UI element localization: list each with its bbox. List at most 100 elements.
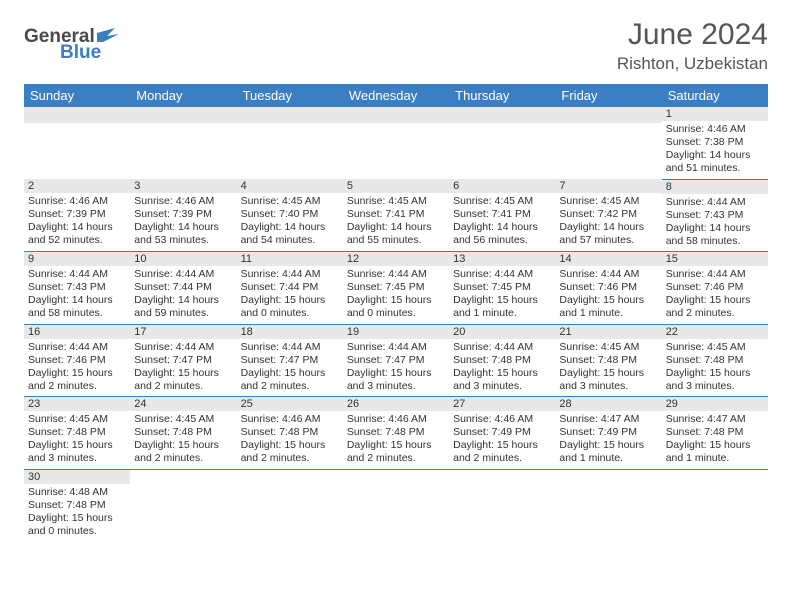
calendar-day-cell: 3Sunrise: 4:46 AMSunset: 7:39 PMDaylight… <box>130 179 236 252</box>
day-number: 17 <box>130 325 236 339</box>
day-content: Sunrise: 4:47 AMSunset: 7:49 PMDaylight:… <box>555 411 661 469</box>
daylight-text: Daylight: 15 hours and 2 minutes. <box>134 367 232 393</box>
day-number: 15 <box>662 252 768 266</box>
day-number: 18 <box>237 325 343 339</box>
daylight-text: Daylight: 15 hours and 1 minute. <box>666 439 764 465</box>
sunset-text: Sunset: 7:46 PM <box>559 281 657 294</box>
sunrise-text: Sunrise: 4:44 AM <box>453 268 551 281</box>
day-content: Sunrise: 4:44 AMSunset: 7:47 PMDaylight:… <box>343 339 449 397</box>
calendar-day-cell: 4Sunrise: 4:45 AMSunset: 7:40 PMDaylight… <box>237 179 343 252</box>
calendar-day-cell: 9Sunrise: 4:44 AMSunset: 7:43 PMDaylight… <box>24 252 130 325</box>
daylight-text: Daylight: 14 hours and 53 minutes. <box>134 221 232 247</box>
sunrise-text: Sunrise: 4:45 AM <box>134 413 232 426</box>
day-content: Sunrise: 4:46 AMSunset: 7:38 PMDaylight:… <box>662 121 768 179</box>
calendar-day-cell: 16Sunrise: 4:44 AMSunset: 7:46 PMDayligh… <box>24 324 130 397</box>
sunrise-text: Sunrise: 4:44 AM <box>28 268 126 281</box>
calendar-day-cell <box>662 469 768 541</box>
sunrise-text: Sunrise: 4:44 AM <box>241 341 339 354</box>
calendar-day-cell: 10Sunrise: 4:44 AMSunset: 7:44 PMDayligh… <box>130 252 236 325</box>
daylight-text: Daylight: 15 hours and 2 minutes. <box>666 294 764 320</box>
day-number: 20 <box>449 325 555 339</box>
day-number: 13 <box>449 252 555 266</box>
daylight-text: Daylight: 14 hours and 55 minutes. <box>347 221 445 247</box>
sunrise-text: Sunrise: 4:47 AM <box>666 413 764 426</box>
calendar-day-cell: 12Sunrise: 4:44 AMSunset: 7:45 PMDayligh… <box>343 252 449 325</box>
calendar-day-cell <box>343 469 449 541</box>
sunset-text: Sunset: 7:48 PM <box>453 354 551 367</box>
calendar-day-cell <box>237 107 343 179</box>
calendar-body: 1Sunrise: 4:46 AMSunset: 7:38 PMDaylight… <box>24 107 768 541</box>
calendar-day-cell: 28Sunrise: 4:47 AMSunset: 7:49 PMDayligh… <box>555 397 661 470</box>
calendar-day-cell: 13Sunrise: 4:44 AMSunset: 7:45 PMDayligh… <box>449 252 555 325</box>
calendar-day-cell <box>237 469 343 541</box>
calendar-day-cell <box>130 469 236 541</box>
day-number: 29 <box>662 397 768 411</box>
logo-word-blue: Blue <box>60 45 119 61</box>
day-content: Sunrise: 4:46 AMSunset: 7:39 PMDaylight:… <box>130 193 236 251</box>
calendar-day-cell: 7Sunrise: 4:45 AMSunset: 7:42 PMDaylight… <box>555 179 661 252</box>
calendar-week-row: 23Sunrise: 4:45 AMSunset: 7:48 PMDayligh… <box>24 397 768 470</box>
day-content: Sunrise: 4:44 AMSunset: 7:46 PMDaylight:… <box>24 339 130 397</box>
sunrise-text: Sunrise: 4:44 AM <box>134 341 232 354</box>
sunset-text: Sunset: 7:41 PM <box>453 208 551 221</box>
day-number: 28 <box>555 397 661 411</box>
sunrise-text: Sunrise: 4:44 AM <box>666 268 764 281</box>
sunset-text: Sunset: 7:49 PM <box>453 426 551 439</box>
daylight-text: Daylight: 14 hours and 54 minutes. <box>241 221 339 247</box>
day-content: Sunrise: 4:45 AMSunset: 7:40 PMDaylight:… <box>237 193 343 251</box>
daylight-text: Daylight: 15 hours and 3 minutes. <box>666 367 764 393</box>
sunset-text: Sunset: 7:39 PM <box>134 208 232 221</box>
sunset-text: Sunset: 7:44 PM <box>134 281 232 294</box>
sunset-text: Sunset: 7:45 PM <box>347 281 445 294</box>
sunset-text: Sunset: 7:46 PM <box>666 281 764 294</box>
sunset-text: Sunset: 7:40 PM <box>241 208 339 221</box>
sunrise-text: Sunrise: 4:45 AM <box>666 341 764 354</box>
daylight-text: Daylight: 15 hours and 2 minutes. <box>134 439 232 465</box>
sunrise-text: Sunrise: 4:45 AM <box>28 413 126 426</box>
day-content: Sunrise: 4:45 AMSunset: 7:41 PMDaylight:… <box>343 193 449 251</box>
calendar-day-cell: 15 Sunrise: 4:44 AMSunset: 7:46 PMDayligh… <box>662 252 768 325</box>
day-content: Sunrise: 4:44 AMSunset: 7:47 PMDaylight:… <box>130 339 236 397</box>
day-number: 19 <box>343 325 449 339</box>
calendar-day-cell: 29Sunrise: 4:47 AMSunset: 7:48 PMDayligh… <box>662 397 768 470</box>
day-number: 10 <box>130 252 236 266</box>
sunrise-text: Sunrise: 4:44 AM <box>347 268 445 281</box>
daylight-text: Daylight: 15 hours and 2 minutes. <box>241 367 339 393</box>
day-content: Sunrise: 4:44 AMSunset: 7:43 PMDaylight:… <box>24 266 130 324</box>
daylight-text: Daylight: 14 hours and 56 minutes. <box>453 221 551 247</box>
day-number <box>555 107 661 123</box>
calendar-header-row: Sunday Monday Tuesday Wednesday Thursday… <box>24 84 768 107</box>
calendar-day-cell: 18Sunrise: 4:44 AMSunset: 7:47 PMDayligh… <box>237 324 343 397</box>
day-number: 9 <box>24 252 130 266</box>
day-number <box>237 107 343 123</box>
calendar-day-cell: 17Sunrise: 4:44 AMSunset: 7:47 PMDayligh… <box>130 324 236 397</box>
day-number: 23 <box>24 397 130 411</box>
calendar-week-row: 16Sunrise: 4:44 AMSunset: 7:46 PMDayligh… <box>24 324 768 397</box>
sunset-text: Sunset: 7:48 PM <box>28 426 126 439</box>
sunset-text: Sunset: 7:44 PM <box>241 281 339 294</box>
day-content: Sunrise: 4:44 AMSunset: 7:46 PMDaylight:… <box>555 266 661 324</box>
sunset-text: Sunset: 7:48 PM <box>134 426 232 439</box>
day-number <box>343 107 449 123</box>
location-label: Rishton, Uzbekistan <box>617 54 768 74</box>
day-header: Wednesday <box>343 84 449 107</box>
sunrise-text: Sunrise: 4:46 AM <box>666 123 764 136</box>
day-number: 22 <box>662 325 768 339</box>
sunset-text: Sunset: 7:43 PM <box>28 281 126 294</box>
calendar-table: Sunday Monday Tuesday Wednesday Thursday… <box>24 84 768 541</box>
calendar-week-row: 30Sunrise: 4:48 AMSunset: 7:48 PMDayligh… <box>24 469 768 541</box>
day-content: Sunrise: 4:45 AMSunset: 7:41 PMDaylight:… <box>449 193 555 251</box>
title-block: June 2024 Rishton, Uzbekistan <box>617 18 768 74</box>
calendar-day-cell <box>555 469 661 541</box>
day-number <box>130 107 236 123</box>
calendar-week-row: 9Sunrise: 4:44 AMSunset: 7:43 PMDaylight… <box>24 252 768 325</box>
daylight-text: Daylight: 15 hours and 0 minutes. <box>347 294 445 320</box>
calendar-day-cell: 24Sunrise: 4:45 AMSunset: 7:48 PMDayligh… <box>130 397 236 470</box>
day-number: 14 <box>555 252 661 266</box>
day-number: 16 <box>24 325 130 339</box>
day-content: Sunrise: 4:46 AMSunset: 7:39 PMDaylight:… <box>24 193 130 251</box>
sunrise-text: Sunrise: 4:44 AM <box>347 341 445 354</box>
calendar-day-cell <box>130 107 236 179</box>
day-content: Sunrise: 4:46 AMSunset: 7:48 PMDaylight:… <box>237 411 343 469</box>
day-content: Sunrise: 4:44 AMSunset: 7:44 PMDaylight:… <box>237 266 343 324</box>
